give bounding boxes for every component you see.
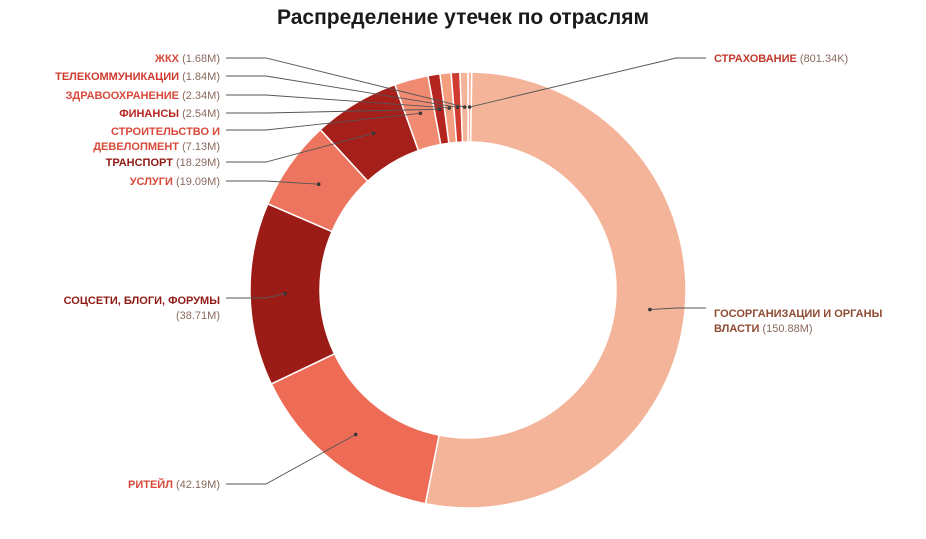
slice-label-name: ТРАНСПОРТ: [106, 157, 174, 169]
slice-label: СТРОИТЕЛЬСТВО И: [111, 126, 220, 138]
leader-line: [226, 112, 421, 131]
slice-label: РИТЕЙЛ (42.19M): [128, 478, 220, 491]
donut-slice[interactable]: [424, 71, 687, 509]
leader-dot: [437, 107, 442, 112]
leader-dot: [371, 131, 376, 136]
slice-label: ЖКХ (1.68M): [154, 53, 220, 65]
slice-label-name: ФИНАНСЫ: [119, 108, 179, 120]
slice-label-value: (801.34K): [797, 53, 848, 65]
slice-label-value: (38.71M): [176, 310, 220, 322]
slice-label: ЗДРАВООХРАНЕНИЕ (2.34M): [66, 90, 221, 102]
leader-dot: [447, 106, 451, 110]
donut-slice[interactable]: [270, 352, 440, 505]
slice-label: ТЕЛЕКОММУНИКАЦИИ (1.84M): [55, 71, 220, 83]
leader-dot: [353, 432, 358, 437]
chart-title: Распределение утечек по отраслям: [277, 6, 649, 29]
slice-label-name: ЖКХ: [154, 53, 180, 65]
slice-label: ФИНАНСЫ (2.54M): [119, 108, 220, 120]
leader-line: [469, 57, 706, 108]
slice-label: СОЦСЕТИ, БЛОГИ, ФОРУМЫ: [64, 295, 221, 307]
slice-label-value: (2.34M): [179, 90, 220, 102]
slice-label: ВЛАСТИ (150.88M): [714, 323, 813, 335]
slice-label-value: (1.68M): [179, 53, 220, 65]
slice-label: УСЛУГИ (19.09M): [130, 176, 220, 188]
slice-label: ДЕВЕЛОПМЕНТ (7.13M): [93, 141, 220, 153]
slice-label-value: (1.84M): [179, 71, 220, 83]
leader-dot: [316, 182, 321, 187]
slice-label: (38.71M): [176, 310, 220, 322]
leader-line: [226, 293, 286, 299]
leader-dot: [418, 111, 423, 116]
slice-label-name: РИТЕЙЛ: [128, 478, 173, 491]
slice-label-value: (19.09M): [173, 176, 220, 188]
slice-label-name: СТРОИТЕЛЬСТВО И: [111, 126, 220, 138]
leader-line: [226, 57, 465, 108]
slice-label-value: (2.54M): [179, 108, 220, 120]
leader-line: [226, 108, 440, 114]
leader-line: [226, 180, 319, 185]
slice-label-name: ВЛАСТИ: [714, 323, 759, 335]
slice-label-value: (18.29M): [173, 157, 220, 169]
slice-label-name: УСЛУГИ: [130, 176, 173, 188]
slice-labels: СТРАХОВАНИЕ (801.34K) ГОСОРГАНИЗАЦИИ И ОР…: [55, 53, 882, 491]
leader-dot: [455, 105, 460, 110]
leader-line: [226, 132, 374, 163]
slice-label-name: ЗДРАВООХРАНЕНИЕ: [66, 90, 180, 102]
slice-label-name: СОЦСЕТИ, БЛОГИ, ФОРУМЫ: [64, 295, 221, 307]
donut-slice[interactable]: [249, 202, 336, 385]
slice-label-value: (7.13M): [179, 141, 220, 153]
slice-label-value: (150.88M): [759, 323, 812, 335]
slice-label-name: ДЕВЕЛОПМЕНТ: [93, 141, 179, 153]
slice-label: ГОСОРГАНИЗАЦИИ И ОРГАНЫ: [714, 308, 883, 320]
slice-label: ТРАНСПОРТ (18.29M): [106, 157, 220, 169]
leader-lines: [226, 57, 706, 485]
slice-label-name: ГОСОРГАНИЗАЦИИ И ОРГАНЫ: [714, 308, 883, 320]
donut-slices: [249, 71, 687, 509]
leader-dot: [648, 307, 652, 312]
slice-label-value: (42.19M): [173, 479, 220, 491]
slice-label-name: СТРАХОВАНИЕ: [714, 53, 797, 65]
leader-line: [649, 307, 706, 311]
slice-label: СТРАХОВАНИЕ (801.34K): [714, 53, 848, 65]
slice-label-name: ТЕЛЕКОММУНИКАЦИИ: [55, 71, 179, 83]
leader-line: [226, 94, 450, 109]
leader-line: [226, 434, 356, 485]
leader-line: [226, 75, 458, 108]
